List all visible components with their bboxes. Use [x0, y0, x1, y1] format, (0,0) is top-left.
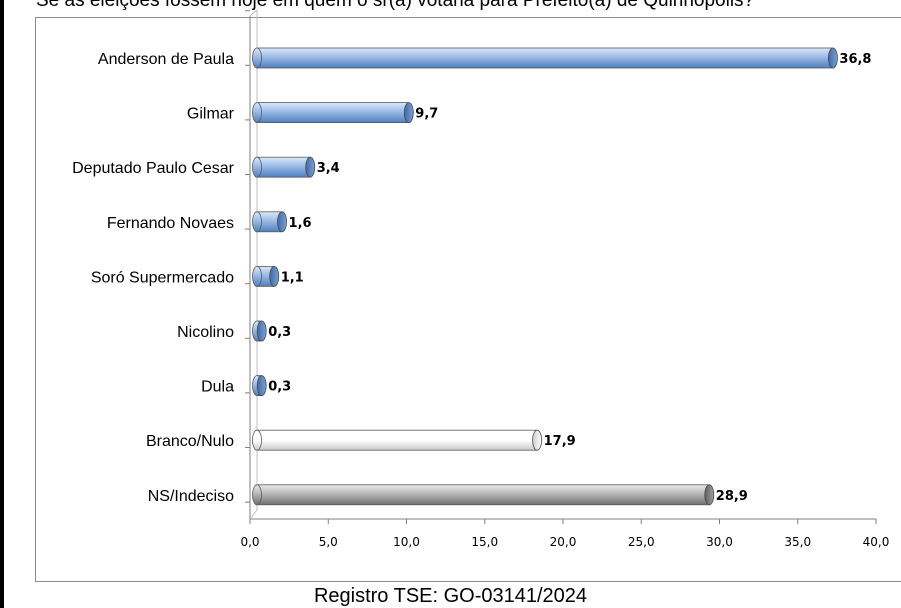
x-tick-label: 20,0: [550, 535, 577, 549]
x-tick-label: 25,0: [628, 535, 655, 549]
bar-candidate: [256, 47, 834, 69]
bar-start-cap: [252, 156, 262, 178]
bar-end-cap: [532, 429, 543, 451]
category-label: Gilmar: [187, 106, 235, 123]
value-label: 28,9: [716, 489, 748, 504]
bar-start-cap: [252, 484, 262, 506]
value-label: 0,3: [268, 325, 291, 340]
value-label: 3,4: [317, 161, 340, 176]
bar-end-cap: [269, 265, 280, 287]
bar-candidate: [256, 102, 410, 123]
bar-indeciso: [256, 484, 710, 506]
left-frame-border: [0, 0, 4, 608]
bar-start-cap: [252, 429, 262, 451]
x-tick-label: 0,0: [240, 535, 259, 549]
bar-start-cap: [252, 265, 262, 287]
bar-end-cap: [704, 484, 715, 506]
registro-tse-footer: Registro TSE: GO-03141/2024: [313, 585, 588, 607]
x-tick-label: 40,0: [863, 535, 890, 549]
bar-end-cap: [828, 47, 838, 69]
category-label: Anderson de Paula: [98, 51, 234, 68]
value-label: 9,7: [415, 107, 438, 122]
x-tick-label: 30,0: [706, 535, 733, 549]
bar-end-cap: [256, 320, 267, 342]
floor-edge: [249, 509, 258, 520]
value-label: 1,6: [289, 216, 312, 231]
bar-end-cap: [403, 102, 414, 123]
bar-candidate: [256, 156, 311, 178]
bar-end-cap: [277, 211, 287, 233]
x-tick-label: 35,0: [784, 535, 811, 549]
category-label: NS/Indeciso: [148, 488, 234, 505]
x-tick-label: 5,0: [319, 535, 338, 549]
bar-end-cap: [256, 375, 267, 397]
category-label: Dula: [201, 379, 234, 396]
bar-branco: [256, 429, 538, 451]
value-label: 0,3: [268, 380, 291, 395]
category-label: Fernando Novaes: [107, 215, 234, 232]
bar-start-cap: [252, 211, 262, 233]
x-tick-label: 15,0: [471, 535, 498, 549]
value-label: 1,1: [281, 270, 304, 285]
bar-end-cap: [305, 156, 316, 178]
x-tick-label: 10,0: [393, 535, 420, 549]
value-label: 36,8: [839, 52, 871, 67]
value-label: 17,9: [544, 434, 576, 449]
category-label: Deputado Paulo Cesar: [72, 160, 235, 177]
chart-question-title: Se as eleições fossem hoje em quem o sr(…: [36, 0, 755, 11]
category-label: Soró Supermercado: [91, 269, 234, 286]
bar-start-cap: [252, 47, 262, 69]
wall-top-edge: [249, 9, 258, 17]
bar-start-cap: [252, 102, 262, 123]
category-label: Nicolino: [177, 324, 234, 341]
category-label: Branco/Nulo: [146, 433, 234, 450]
chart-plot-area: [35, 17, 901, 582]
